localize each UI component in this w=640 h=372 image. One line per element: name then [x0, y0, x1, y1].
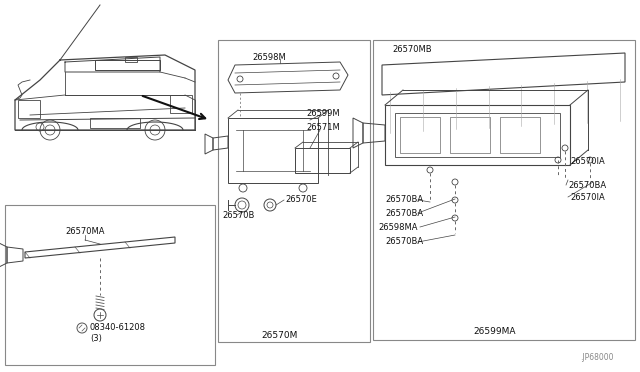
Text: 08340-61208: 08340-61208 — [89, 324, 145, 333]
Text: 26570BA: 26570BA — [385, 208, 423, 218]
Bar — [400, 117, 440, 153]
Text: 26570M: 26570M — [262, 330, 298, 340]
Text: 26598MA: 26598MA — [378, 222, 417, 231]
Bar — [385, 105, 570, 165]
Text: 26570BA: 26570BA — [568, 180, 606, 189]
Text: 26570BA: 26570BA — [385, 196, 423, 205]
Bar — [125, 57, 137, 62]
Text: 26599MA: 26599MA — [474, 327, 516, 337]
Text: 26570B: 26570B — [222, 211, 254, 219]
Text: 26570IA: 26570IA — [570, 192, 605, 202]
Bar — [5, 205, 215, 365]
Bar — [500, 117, 540, 153]
Bar — [373, 40, 635, 340]
Bar — [395, 113, 560, 157]
Text: 26570E: 26570E — [285, 196, 317, 205]
Text: 26571M: 26571M — [306, 124, 340, 132]
Text: 26570MB: 26570MB — [392, 45, 431, 55]
Bar — [170, 95, 192, 113]
Bar — [228, 118, 318, 183]
Bar — [450, 117, 490, 153]
Text: 26599M: 26599M — [306, 109, 340, 118]
Bar — [218, 40, 370, 342]
Text: 26570IA: 26570IA — [570, 157, 605, 167]
Bar — [95, 60, 160, 70]
Bar — [18, 100, 40, 118]
Text: (3): (3) — [90, 334, 102, 343]
Text: .JP68000: .JP68000 — [580, 353, 614, 362]
Text: 26570BA: 26570BA — [385, 237, 423, 247]
Bar — [90, 118, 140, 128]
Bar — [295, 148, 350, 173]
Text: 26598M: 26598M — [252, 52, 285, 61]
Text: 26570MA: 26570MA — [65, 228, 104, 237]
